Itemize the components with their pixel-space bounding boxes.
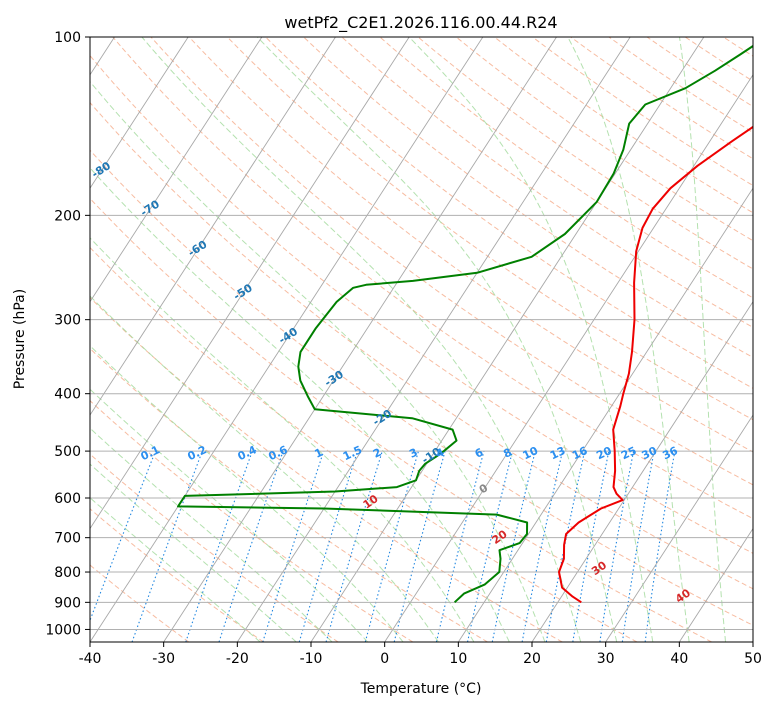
mixing-ratio-label: 10 (521, 444, 541, 462)
dry-adiabat (90, 347, 488, 642)
plot-area: -100-90-80-70-60-50-40-30-20-1000.10.20.… (90, 37, 753, 642)
isotherm (384, 73, 753, 642)
dry-adiabat (90, 246, 638, 642)
moist-adiabat (408, 37, 654, 642)
x-tick-label: -20 (226, 651, 249, 667)
moist-adiabat (90, 388, 369, 642)
x-tick-label: -40 (79, 651, 102, 667)
x-tick-label: 30 (597, 651, 615, 667)
isotherm (90, 37, 410, 530)
mixing-ratio-label: 20 (594, 444, 614, 462)
mixing-ratio-label: 25 (619, 444, 638, 462)
mixing-ratio-line (466, 450, 514, 642)
y-tick-label: 200 (54, 208, 81, 224)
dry-adiabat (303, 37, 753, 359)
dry-adiabats (90, 37, 753, 642)
dry-adiabat (90, 296, 563, 642)
mixing-ratio-line (325, 450, 383, 642)
x-tick-label: 40 (670, 651, 688, 667)
moist-adiabat (90, 345, 404, 642)
y-tick-label: 700 (54, 531, 81, 547)
dewpoint-line (177, 44, 753, 604)
dry-adiabat (265, 37, 753, 389)
mixing-ratio-line (644, 450, 676, 642)
isotherm (310, 37, 705, 642)
y-tick-label: 900 (54, 595, 81, 611)
y-tick-label: 500 (54, 444, 81, 460)
mixing-ratio-label: 13 (548, 444, 567, 462)
isotherm (531, 300, 753, 642)
dry-adiabat (341, 37, 753, 328)
x-tick-label: 10 (449, 651, 467, 667)
pressure-gridlines (90, 37, 753, 630)
dry-adiabat (112, 37, 753, 520)
dry-adiabat (90, 197, 712, 642)
x-axis-label: Temperature (°C) (360, 681, 482, 697)
dry-adiabat (90, 149, 753, 626)
mixing-ratio-line (364, 450, 420, 642)
moist-adiabat (90, 167, 510, 642)
dry-adiabat (150, 37, 753, 486)
moist-adiabat (679, 37, 727, 642)
y-tick-label: 1000 (45, 622, 81, 638)
mixing-ratio-line (218, 450, 284, 642)
moist-adiabat (90, 427, 333, 642)
isotherm (90, 37, 263, 303)
mixing-ratio-line (491, 450, 536, 642)
x-axis-ticks: -40 -30 -20 -10 0 10 20 30 40 50 (79, 642, 762, 667)
x-tick-label: -30 (152, 651, 175, 667)
isotherm (90, 37, 336, 416)
x-tick-label: -10 (300, 651, 323, 667)
mixing-ratio-line (90, 450, 157, 622)
moist-adiabat (141, 37, 582, 642)
y-axis-ticks: 1000 900 800 700 600 500 400 300 200 100 (45, 30, 90, 638)
dry-adiabat (90, 508, 264, 642)
isotherm (90, 37, 484, 642)
mixing-ratio-line (435, 450, 485, 642)
y-axis-label: Pressure (hPa) (12, 289, 28, 389)
plot-frame (89, 36, 754, 643)
mixing-ratio-line (298, 450, 359, 642)
isotherm (163, 37, 557, 642)
x-tick-label: 0 (380, 651, 389, 667)
mixing-ratio-line (262, 450, 325, 642)
x-tick-label: 50 (744, 651, 762, 667)
isotherm (90, 37, 189, 190)
dry-adiabat (188, 37, 753, 453)
isotherms (90, 37, 753, 642)
mixing-ratio-label: 36 (661, 444, 681, 462)
dry-adiabat (90, 101, 753, 590)
moist-adiabat (567, 37, 690, 642)
y-tick-label: 400 (54, 387, 81, 403)
isotherm (605, 414, 753, 642)
sounding-profiles (177, 44, 753, 604)
chart-title: wetPf2_C2E1.2026.116.00.44.R24 (284, 13, 557, 33)
y-tick-label: 100 (54, 30, 81, 46)
x-tick-label: 20 (523, 651, 541, 667)
y-tick-label: 600 (54, 491, 81, 507)
moist-adiabat (90, 497, 261, 642)
y-tick-label: 800 (54, 565, 81, 581)
mixing-ratio-label: 30 (640, 444, 660, 462)
mixing-ratio-label: 16 (570, 444, 590, 462)
temperature-line (558, 125, 753, 604)
moist-adiabat (90, 80, 546, 642)
y-tick-label: 300 (54, 313, 81, 329)
isotherm (236, 37, 631, 642)
isotherm (457, 187, 753, 642)
isotherm (678, 527, 753, 642)
